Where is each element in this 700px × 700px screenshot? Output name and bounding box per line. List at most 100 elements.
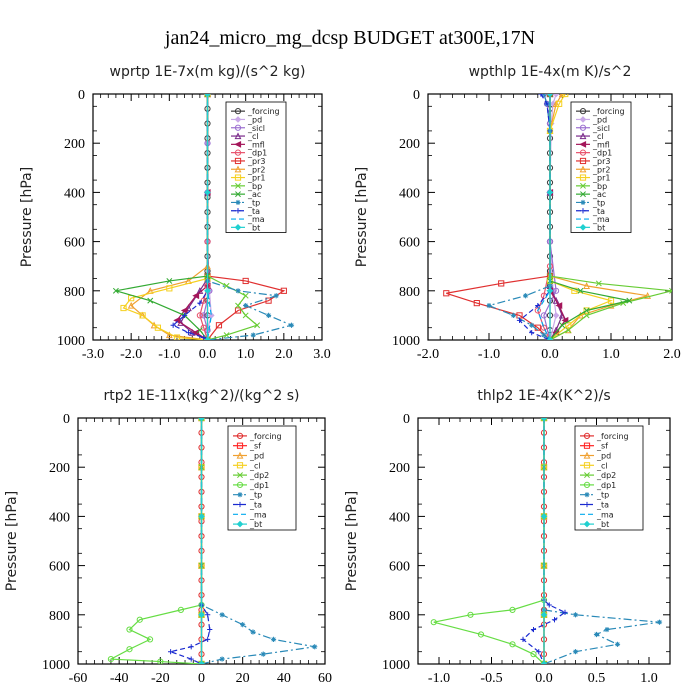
legend-label: _ac: [247, 190, 261, 199]
legend-label: _forcing: [596, 432, 629, 441]
legend-marker: [583, 520, 591, 528]
data-point-marker: [204, 336, 211, 340]
legend-marker: [579, 157, 587, 165]
data-point-marker: [120, 304, 127, 312]
panel-4: thlp2 1E-4x(K^2)/s Pressure [hPa] -1.0 -0.5…: [344, 388, 671, 686]
legend-label: _ma: [592, 215, 610, 224]
y-axis-label: Pressure [hPa]: [354, 167, 370, 267]
legend-marker: [584, 492, 590, 498]
legend-marker: [234, 124, 242, 131]
data-point-marker: [173, 334, 181, 340]
legend-marker: [236, 481, 244, 488]
legend-marker: [235, 191, 241, 198]
data-point-marker: [242, 277, 249, 285]
legend-marker: [583, 432, 591, 439]
legend-label: _pr2: [592, 165, 610, 174]
y-tick-label: 0: [403, 412, 410, 427]
x-tick-label: -1.0: [158, 347, 180, 362]
data-point-marker: [312, 644, 318, 650]
data-point-marker: [107, 655, 115, 663]
legend-marker: [579, 116, 587, 123]
x-tick-label: -60: [69, 671, 88, 686]
data-point-marker: [607, 297, 615, 304]
data-point-marker: [165, 331, 173, 339]
legend-label: _pd: [596, 452, 611, 461]
series-line-dp1: [108, 418, 203, 664]
data-point-marker: [443, 290, 450, 297]
data-point-marker: [546, 287, 554, 295]
data-point-marker: [430, 619, 437, 626]
data-point-marker: [583, 282, 591, 289]
data-point-marker: [112, 287, 119, 294]
legend-marker: [583, 442, 591, 449]
data-point-marker: [146, 636, 154, 643]
legend-marker: [235, 182, 241, 189]
legend-marker: [234, 174, 242, 181]
legend-marker: [583, 481, 591, 488]
series-line-ta: [172, 94, 209, 340]
x-tick-label: 2.0: [663, 347, 681, 362]
data-point-marker: [529, 330, 535, 336]
data-point-marker: [200, 324, 207, 331]
data-point-marker: [180, 307, 188, 314]
x-tick-label: -1.0: [478, 347, 500, 362]
legend-label: _cl: [249, 461, 261, 470]
data-point-marker: [486, 302, 492, 309]
data-point-marker: [273, 293, 279, 299]
legend-label: _ta: [596, 501, 609, 510]
legend-label: _tp: [592, 198, 605, 207]
y-tick-label: 1000: [57, 334, 85, 349]
legend-marker: [234, 116, 242, 123]
y-tick-label: 200: [389, 461, 410, 476]
data-point-marker: [552, 94, 560, 98]
data-point-marker: [205, 612, 211, 618]
x-tick-label: -3.0: [82, 347, 104, 362]
data-point-marker: [509, 606, 516, 613]
data-point-marker: [223, 332, 230, 339]
data-point-marker: [198, 418, 205, 422]
data-point-marker: [467, 611, 474, 618]
legend-marker: [234, 165, 242, 173]
x-tick-label: -20: [151, 671, 170, 686]
legend-label: _pr3: [592, 157, 610, 166]
data-point-marker: [551, 617, 558, 623]
data-point-marker: [540, 660, 548, 664]
panel-title: wprtp 1E-7x(m kg)/(s^2 kg): [110, 64, 306, 80]
data-point-marker: [595, 280, 602, 287]
x-tick-label: 60: [318, 671, 332, 686]
y-tick-label: 0: [413, 88, 420, 103]
data-point-marker: [147, 297, 154, 304]
legend-label: _dp1: [247, 149, 267, 158]
series-line-pr2: [130, 94, 209, 340]
legend: _forcing_sf_pd_cl_dp2_dp1_tp_ta_ma_bt: [227, 425, 297, 531]
legend-label: _sicl: [247, 124, 265, 133]
legend-label: _forcing: [247, 107, 280, 116]
data-point-marker: [516, 317, 523, 323]
data-point-marker: [553, 287, 560, 294]
y-tick-label: 1000: [382, 658, 410, 673]
x-tick-label: 40: [277, 671, 291, 686]
legend-label: _pd: [592, 115, 607, 124]
legend-label: _bp: [592, 182, 607, 191]
data-point-marker: [243, 302, 249, 309]
series-line-tp: [200, 418, 315, 664]
series-line-pr1: [549, 94, 613, 340]
panel-title: thlp2 1E-4x(K^2)/s: [477, 388, 610, 404]
data-point-marker: [198, 513, 205, 520]
data-point-marker: [177, 606, 185, 613]
legend-label: _bt: [596, 520, 609, 529]
x-tick-label: 2.0: [275, 347, 293, 362]
data-point-marker: [498, 280, 505, 287]
y-tick-label: 600: [64, 236, 85, 251]
legend-label: _dp1: [249, 481, 269, 490]
legend-label: _dp1: [596, 481, 616, 490]
data-point-marker: [546, 602, 552, 608]
y-tick-label: 800: [64, 285, 85, 300]
panel-3: rtp2 1E-11x(kg^2)/(kg^2 s) Pressure [hPa]…: [4, 388, 332, 686]
series-line-ta: [168, 418, 211, 664]
legend-label: _cl: [247, 132, 259, 141]
x-tick-label: 0.0: [535, 671, 553, 686]
data-point-marker: [546, 94, 554, 98]
legend-label: _pr1: [592, 174, 610, 183]
legend-label: _cl: [592, 132, 604, 141]
